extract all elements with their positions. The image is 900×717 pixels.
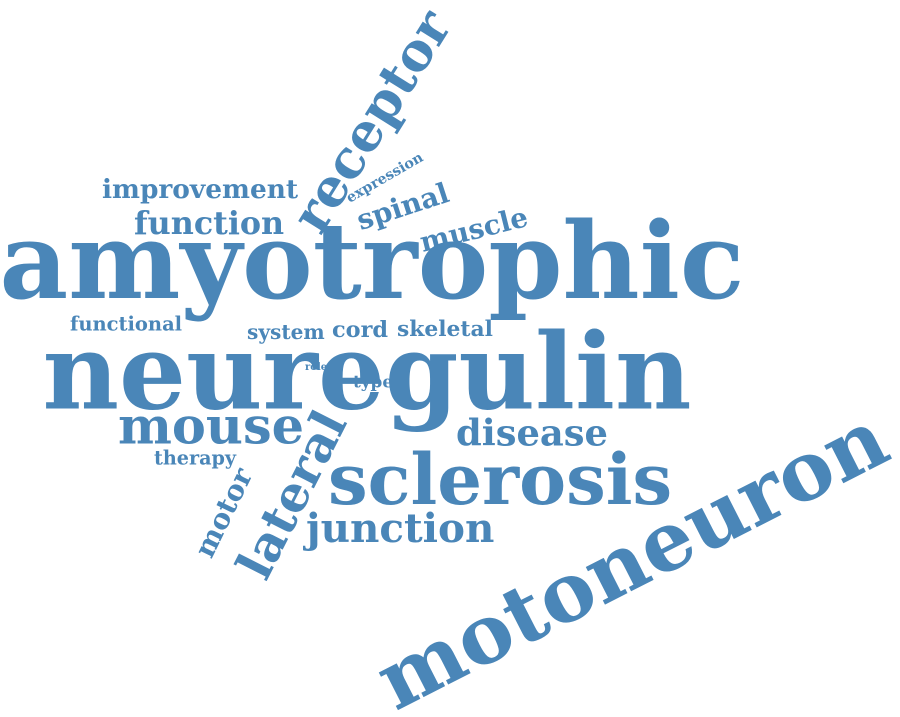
word-junction: junction [306,504,495,552]
word-disease: disease [456,410,608,455]
word-neuregulin: neuregulin [42,309,692,434]
word-type: type [353,371,394,392]
word-functional: functional [70,312,183,336]
word-function: function [134,205,285,242]
word-system: system [247,320,325,344]
word-amyotrophic: amyotrophic [0,199,745,324]
word-improvement: improvement [102,174,299,205]
word-cord: cord [332,317,389,343]
word-role: role [305,362,328,373]
word-skeletal: skeletal [397,317,493,342]
word-sclerosis: sclerosis [328,438,673,521]
word-mouse: mouse [118,396,305,457]
word-therapy: therapy [154,446,237,470]
